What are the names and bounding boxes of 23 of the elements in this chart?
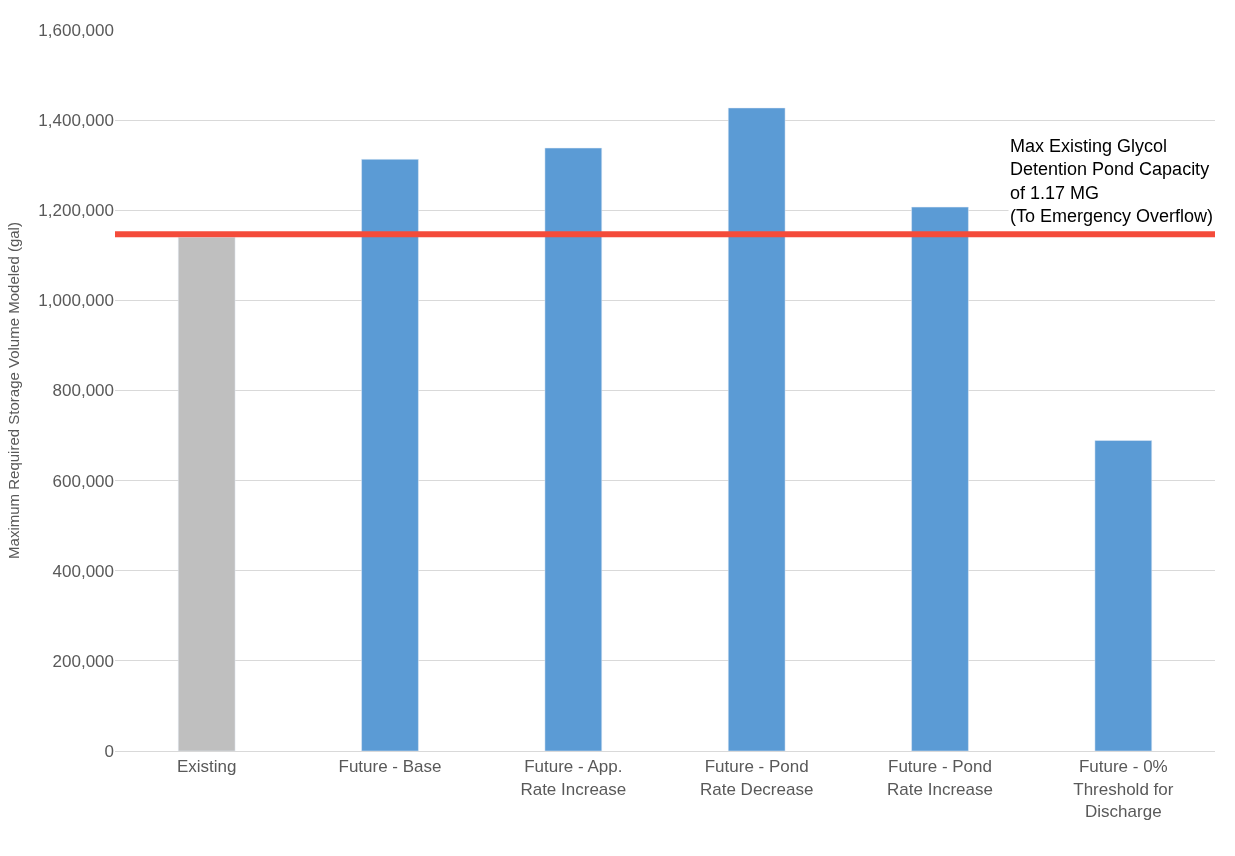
y-tick-label: 1,400,000 bbox=[38, 111, 114, 131]
bar bbox=[178, 237, 236, 751]
y-axis-title: Maximum Required Storage Volume Modeled (gal) bbox=[4, 222, 22, 559]
x-tick-label: Future - Pond Rate Increase bbox=[887, 757, 993, 799]
x-tick-label: Future - Base bbox=[338, 757, 442, 777]
x-tick-label: Existing bbox=[176, 757, 237, 777]
x-tick-label: Future - App. Rate Increase bbox=[520, 757, 627, 799]
ref-line-label: Max Existing Glycol Detention Pond Capacity of 1.17 MG (To Emergency Overflow) bbox=[1010, 136, 1214, 227]
bar bbox=[361, 159, 419, 751]
bar bbox=[544, 147, 602, 751]
y-tick-label: 0 bbox=[104, 741, 114, 761]
y-tick-label: 800,000 bbox=[52, 381, 114, 401]
x-tick-label: Future - 0% Threshold for Discharge bbox=[1073, 757, 1174, 821]
y-tick-label: 200,000 bbox=[52, 651, 114, 671]
y-tick-label: 1,200,000 bbox=[38, 201, 114, 221]
x-tick-label: Future - Pond Rate Decrease bbox=[699, 757, 814, 799]
bar bbox=[911, 206, 969, 751]
y-tick-label: 1,600,000 bbox=[38, 20, 114, 40]
y-tick-label: 600,000 bbox=[52, 471, 114, 491]
y-tick-label: 1,000,000 bbox=[38, 291, 114, 311]
bar bbox=[1094, 440, 1152, 751]
bar bbox=[728, 107, 786, 751]
y-tick-label: 400,000 bbox=[52, 561, 114, 581]
